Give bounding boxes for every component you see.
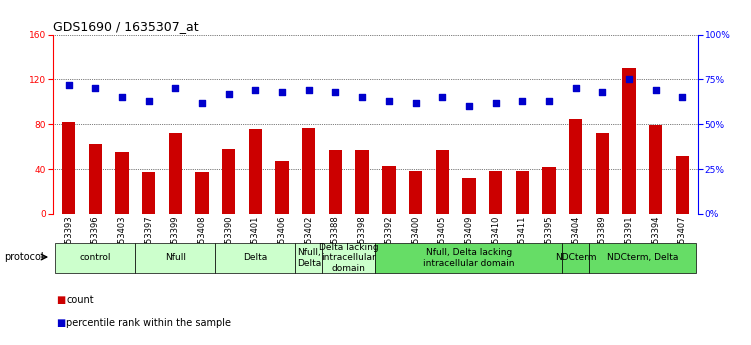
- Point: [570, 86, 582, 91]
- Point: [249, 87, 261, 93]
- Point: [143, 98, 155, 104]
- Point: [383, 98, 395, 104]
- Text: NDCterm, Delta: NDCterm, Delta: [607, 253, 678, 263]
- Text: Nfull, Delta lacking
intracellular domain: Nfull, Delta lacking intracellular domai…: [423, 248, 514, 268]
- Text: percentile rank within the sample: percentile rank within the sample: [66, 318, 231, 327]
- Bar: [382, 166, 396, 214]
- Bar: [562, 243, 589, 273]
- Text: count: count: [66, 295, 94, 305]
- Text: NDCterm: NDCterm: [555, 253, 596, 263]
- Bar: [516, 171, 529, 214]
- Point: [62, 82, 74, 88]
- Bar: [489, 171, 502, 214]
- Bar: [623, 68, 635, 214]
- Bar: [462, 178, 475, 214]
- Point: [169, 86, 181, 91]
- Point: [276, 89, 288, 95]
- Bar: [569, 119, 582, 214]
- Bar: [89, 144, 102, 214]
- Bar: [169, 133, 182, 214]
- Point: [543, 98, 555, 104]
- Bar: [322, 243, 376, 273]
- Point: [89, 86, 101, 91]
- Text: Delta lacking
intracellular
domain: Delta lacking intracellular domain: [319, 243, 379, 273]
- Point: [356, 95, 368, 100]
- Bar: [542, 167, 556, 214]
- Bar: [295, 243, 322, 273]
- Bar: [409, 171, 422, 214]
- Bar: [276, 161, 289, 214]
- Bar: [436, 150, 449, 214]
- Point: [303, 87, 315, 93]
- Bar: [216, 243, 295, 273]
- Bar: [222, 149, 235, 214]
- Bar: [355, 150, 369, 214]
- Bar: [249, 129, 262, 214]
- Bar: [302, 128, 315, 214]
- Point: [409, 100, 421, 106]
- Bar: [135, 243, 216, 273]
- Point: [650, 87, 662, 93]
- Bar: [56, 243, 135, 273]
- Bar: [589, 243, 695, 273]
- Point: [436, 95, 448, 100]
- Bar: [649, 125, 662, 214]
- Text: ■: ■: [56, 318, 65, 327]
- Point: [116, 95, 128, 100]
- Point: [596, 89, 608, 95]
- Text: Nfull: Nfull: [164, 253, 185, 263]
- Text: Nfull,
Delta: Nfull, Delta: [297, 248, 321, 268]
- Bar: [195, 172, 209, 214]
- Bar: [62, 122, 75, 214]
- Bar: [116, 152, 128, 214]
- Point: [196, 100, 208, 106]
- Point: [330, 89, 342, 95]
- Point: [623, 77, 635, 82]
- Text: protocol: protocol: [4, 252, 44, 262]
- Text: Delta: Delta: [243, 253, 267, 263]
- Bar: [329, 150, 342, 214]
- Point: [223, 91, 235, 97]
- Bar: [376, 243, 562, 273]
- Point: [677, 95, 689, 100]
- Point: [516, 98, 528, 104]
- Text: ■: ■: [56, 295, 65, 305]
- Bar: [596, 133, 609, 214]
- Bar: [676, 156, 689, 214]
- Point: [490, 100, 502, 106]
- Text: control: control: [80, 253, 111, 263]
- Bar: [142, 172, 155, 214]
- Text: GDS1690 / 1635307_at: GDS1690 / 1635307_at: [53, 20, 198, 33]
- Point: [463, 104, 475, 109]
